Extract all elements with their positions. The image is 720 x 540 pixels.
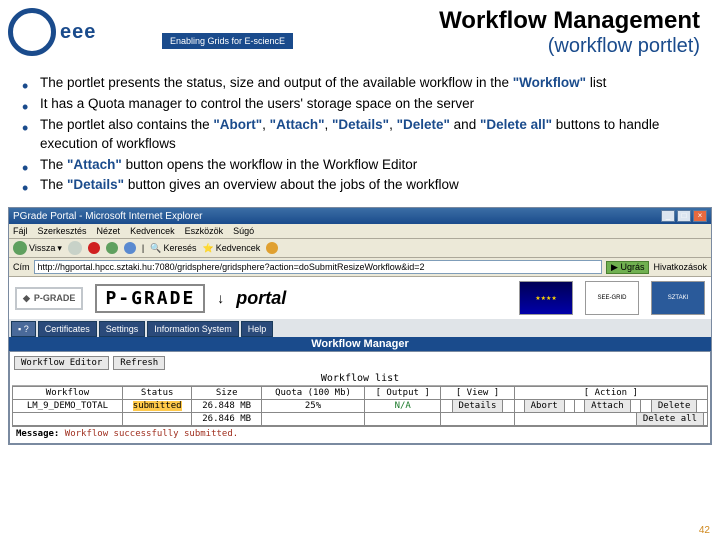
cell-size: 26.848 MB	[192, 400, 261, 413]
sztaki-badge: SZTAKI	[651, 281, 705, 315]
go-button[interactable]: ▶ Ugrás	[606, 261, 649, 274]
minimize-button[interactable]: _	[661, 210, 675, 222]
close-button[interactable]: ×	[693, 210, 707, 222]
egee-logo: eee	[8, 4, 158, 60]
cell-workflow: LM_9_DEMO_TOTAL	[13, 400, 123, 413]
favorites-button[interactable]: ⭐Kedvencek	[202, 243, 260, 254]
pgrade-small-logo: ◆ P-GRADE	[15, 287, 83, 310]
history-icon[interactable]	[266, 242, 278, 254]
workflow-list-heading: Workflow list	[12, 372, 708, 386]
window-buttons: _ □ ×	[661, 210, 707, 222]
message-label: Message:	[16, 429, 59, 439]
tab-certificates[interactable]: Certificates	[38, 321, 97, 337]
cell-action: Delete	[641, 400, 708, 413]
bullet-item: The "Details" button gives an overview a…	[40, 176, 690, 195]
arrow-down-icon: ↓	[217, 290, 224, 306]
bullet-item: The portlet also contains the "Abort", "…	[40, 116, 690, 154]
search-icon: 🔍	[150, 243, 161, 254]
abort-button[interactable]: Abort	[524, 399, 565, 413]
links-label[interactable]: Hivatkozások	[653, 262, 707, 272]
maximize-button[interactable]: □	[677, 210, 691, 222]
logo-letters: eee	[60, 21, 96, 44]
toolbar-divider: |	[142, 243, 144, 253]
table-row: LM_9_DEMO_TOTAL submitted 26.848 MB 25% …	[13, 400, 708, 413]
back-icon	[13, 241, 27, 255]
portal-text: portal	[236, 288, 286, 309]
slide-header: eee Enabling Grids for E-sciencE Workflo…	[0, 0, 720, 64]
refresh-button[interactable]: Refresh	[113, 356, 165, 370]
window-titlebar: PGrade Portal - Microsoft Internet Explo…	[9, 208, 711, 224]
menu-item[interactable]: Fájl	[13, 226, 28, 236]
browser-menubar: Fájl Szerkesztés Nézet Kedvencek Eszközö…	[9, 224, 711, 239]
delete-all-button[interactable]: Delete all	[636, 412, 704, 426]
forward-icon[interactable]	[68, 241, 82, 255]
tab-information-system[interactable]: Information System	[147, 321, 239, 337]
url-input[interactable]: http://hgportal.hpcc.sztaki.hu:7080/grid…	[34, 260, 603, 274]
delete-button[interactable]: Delete	[651, 399, 698, 413]
col-workflow: Workflow	[13, 387, 123, 400]
tab-help[interactable]: Help	[241, 321, 274, 337]
bullet-list: The portlet presents the status, size an…	[0, 64, 720, 203]
attach-button[interactable]: Attach	[584, 399, 631, 413]
col-quota: Quota (100 Mb)	[261, 387, 364, 400]
menu-item[interactable]: Nézet	[97, 226, 121, 236]
col-view: [ View ]	[441, 387, 514, 400]
tagline: Enabling Grids for E-sciencE	[162, 33, 293, 49]
menu-item[interactable]: Eszközök	[185, 226, 224, 236]
menu-item[interactable]: Kedvencek	[130, 226, 175, 236]
cell-output: N/A	[365, 400, 441, 413]
menu-item[interactable]: Szerkesztés	[38, 226, 87, 236]
search-button[interactable]: 🔍Keresés	[150, 243, 196, 254]
portlet-title: Workflow Manager	[9, 337, 711, 351]
title-block: Workflow Management (workflow portlet)	[293, 7, 712, 58]
col-action: [ Action ]	[514, 387, 707, 400]
seegrid-badge: SEE-GRID	[585, 281, 639, 315]
tab-settings[interactable]: Settings	[99, 321, 146, 337]
cell-delete-all: Delete all	[514, 413, 707, 426]
tab-active[interactable]: ▪ ?	[11, 321, 36, 337]
browser-window: PGrade Portal - Microsoft Internet Explo…	[8, 207, 712, 445]
cell-action: Attach	[574, 400, 641, 413]
bullet-item: It has a Quota manager to control the us…	[40, 95, 690, 114]
bullet-item: The "Attach" button opens the workflow i…	[40, 156, 690, 175]
col-status: Status	[122, 387, 191, 400]
reload-icon[interactable]	[106, 242, 118, 254]
table-header-row: Workflow Status Size Quota (100 Mb) [ Ou…	[13, 387, 708, 400]
window-title: PGrade Portal - Microsoft Internet Explo…	[13, 211, 203, 222]
address-label: Cím	[13, 262, 30, 272]
portlet-toolbar: Workflow Editor Refresh	[12, 354, 708, 372]
bullet-item: The portlet presents the status, size an…	[40, 74, 690, 93]
browser-toolbar: Vissza ▾ | 🔍Keresés ⭐Kedvencek	[9, 239, 711, 258]
home-icon[interactable]	[124, 242, 136, 254]
workflow-table: Workflow Status Size Quota (100 Mb) [ Ou…	[12, 386, 708, 426]
star-icon: ⭐	[202, 243, 213, 254]
message-row: Message: Workflow successfully submitted…	[12, 426, 708, 441]
portal-logo-row: ◆ P-GRADE P-GRADE ↓ portal ★★★★ SEE-GRID…	[9, 277, 711, 319]
cell-status: submitted	[122, 400, 191, 413]
portal-tabs: ▪ ? Certificates Settings Information Sy…	[9, 319, 711, 337]
cell-action: Abort	[514, 400, 574, 413]
portlet-body: Workflow Editor Refresh Workflow list Wo…	[9, 351, 711, 444]
table-totals-row: 26.846 MB Delete all	[13, 413, 708, 426]
cell-totals-size: 26.846 MB	[192, 413, 261, 426]
address-bar: Cím http://hgportal.hpcc.sztaki.hu:7080/…	[9, 258, 711, 277]
page-title: Workflow Management	[293, 7, 700, 35]
menu-item[interactable]: Súgó	[233, 226, 254, 236]
back-button[interactable]: Vissza ▾	[13, 241, 62, 255]
pgrade-big-logo: P-GRADE	[95, 284, 205, 313]
cell-quota: 25%	[261, 400, 364, 413]
logo-circle	[8, 8, 56, 56]
eu-flag-badge: ★★★★	[519, 281, 573, 315]
cell-view: Details	[441, 400, 514, 413]
details-button[interactable]: Details	[452, 399, 504, 413]
stop-icon[interactable]	[88, 242, 100, 254]
page-subtitle: (workflow portlet)	[293, 35, 700, 58]
col-size: Size	[192, 387, 261, 400]
workflow-editor-button[interactable]: Workflow Editor	[14, 356, 109, 370]
col-output: [ Output ]	[365, 387, 441, 400]
page-number: 42	[699, 525, 710, 536]
message-text: Workflow successfully submitted.	[65, 429, 238, 439]
